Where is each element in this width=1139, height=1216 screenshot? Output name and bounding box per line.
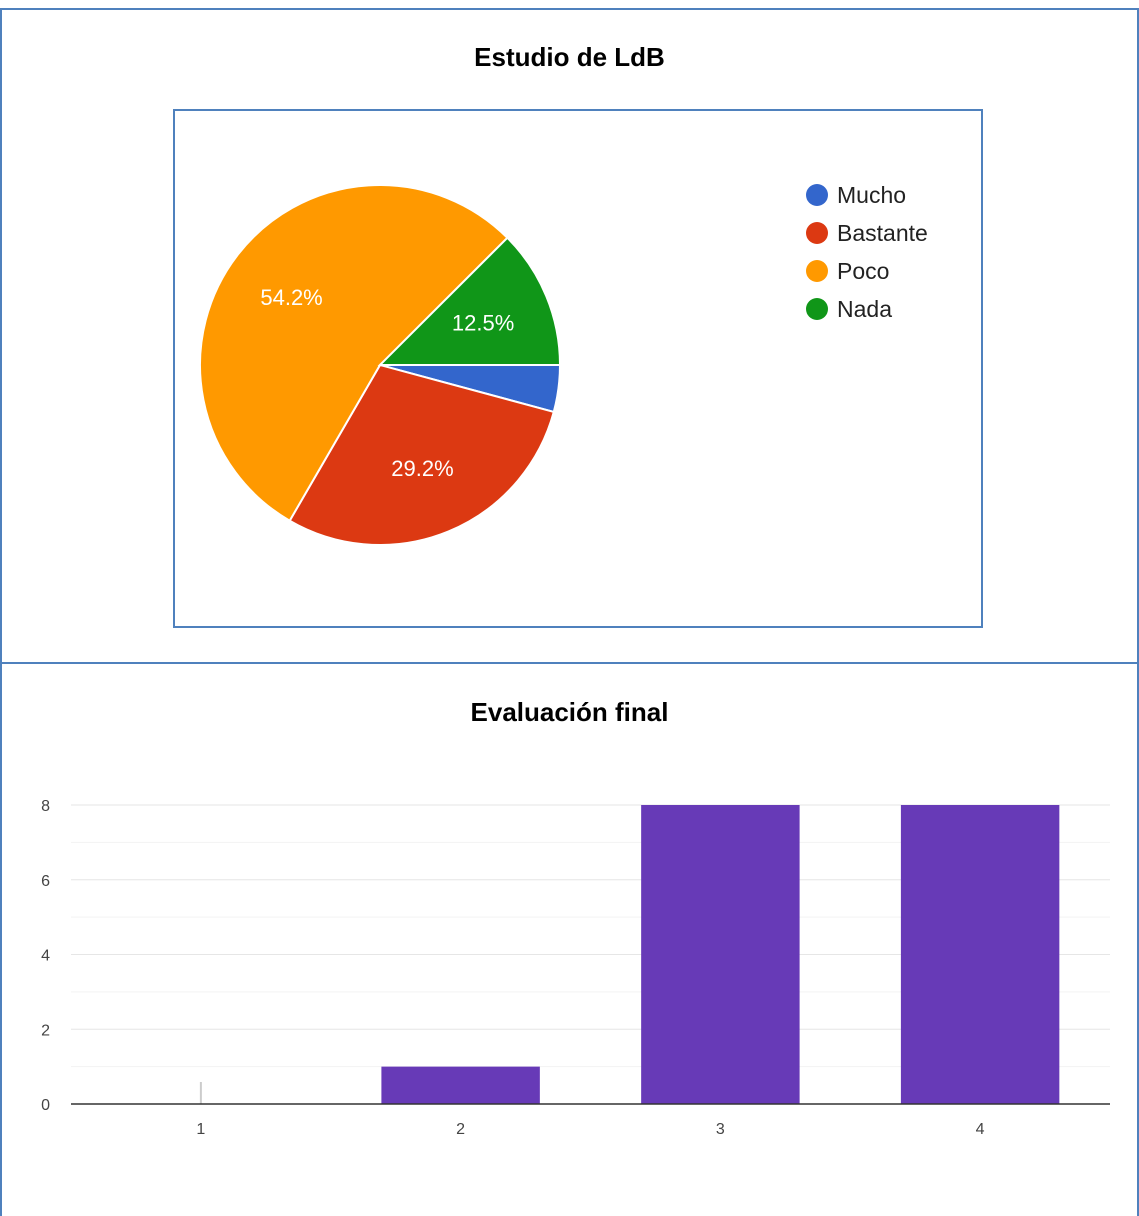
y-tick-label: 4 bbox=[41, 948, 50, 965]
row-divider bbox=[0, 662, 1139, 664]
pie-slice-bastante bbox=[288, 363, 556, 546]
y-tick-label: 2 bbox=[41, 1022, 50, 1039]
x-tick-label: 4 bbox=[976, 1121, 985, 1138]
x-tick-label: 3 bbox=[716, 1121, 725, 1138]
pie-chart: 29.2% 54.2% 12.5% Mucho Bastante Poco Nada bbox=[199, 182, 928, 546]
legend-label-bastante: Bastante bbox=[837, 220, 928, 246]
pie-data-label: 54.2% bbox=[260, 285, 322, 310]
pie-chart-frame: 29.2% 54.2% 12.5% Mucho Bastante Poco Nada bbox=[173, 109, 983, 628]
pie-data-label: 12.5% bbox=[452, 310, 514, 335]
pie-slice-nada bbox=[377, 236, 562, 366]
legend-label-mucho: Mucho bbox=[837, 182, 906, 208]
pie-data-label: 29.2% bbox=[391, 456, 453, 481]
legend-marker-mucho bbox=[806, 184, 828, 206]
legend-marker-poco bbox=[806, 260, 828, 282]
x-tick-label: 2 bbox=[456, 1121, 465, 1138]
outer-table bbox=[0, 8, 1139, 1216]
pie-slice-poco bbox=[199, 184, 509, 523]
bar-2 bbox=[381, 1066, 540, 1104]
y-tick-label: 6 bbox=[41, 873, 50, 890]
y-tick-label: 8 bbox=[41, 798, 50, 815]
legend-label-poco: Poco bbox=[837, 258, 889, 284]
legend-label-nada: Nada bbox=[837, 296, 892, 322]
legend-marker-nada bbox=[806, 298, 828, 320]
legend-marker-bastante bbox=[806, 222, 828, 244]
bar-chart: 0 2 4 6 8 1 2 3 4 bbox=[41, 798, 1110, 1138]
x-tick-label: 1 bbox=[196, 1121, 205, 1138]
pie-chart-title: Estudio de LdB bbox=[474, 42, 665, 72]
y-tick-label: 0 bbox=[41, 1097, 50, 1114]
bar-chart-title: Evaluación final bbox=[470, 697, 669, 727]
bar-3 bbox=[641, 805, 800, 1104]
bar-4 bbox=[900, 805, 1060, 1104]
